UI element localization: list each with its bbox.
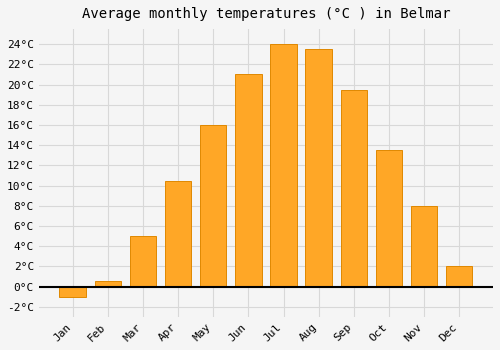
Bar <box>165 181 191 287</box>
Bar <box>306 49 332 287</box>
Bar <box>200 125 226 287</box>
Bar <box>376 150 402 287</box>
Bar <box>235 75 262 287</box>
Bar <box>60 287 86 296</box>
Title: Average monthly temperatures (°C ) in Belmar: Average monthly temperatures (°C ) in Be… <box>82 7 450 21</box>
Bar <box>411 206 438 287</box>
Bar <box>94 281 121 287</box>
Bar <box>446 266 472 287</box>
Bar <box>270 44 296 287</box>
Bar <box>130 236 156 287</box>
Bar <box>340 90 367 287</box>
